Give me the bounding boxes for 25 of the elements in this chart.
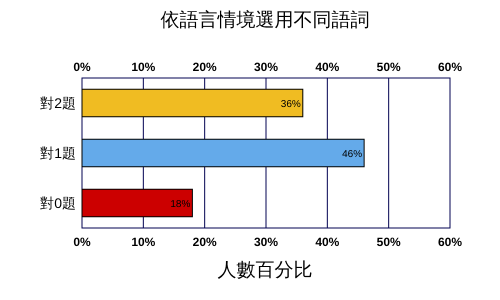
x2-tick-label: 60% — [438, 235, 462, 249]
data-label: 46% — [342, 149, 362, 160]
y-tick-label: 對2題 — [40, 95, 76, 111]
data-label: 18% — [170, 199, 191, 210]
x2-tick-label: 0% — [73, 235, 91, 249]
chart-title: 依語言情境選用不同語詞 — [160, 9, 370, 31]
x2-tick-label: 50% — [376, 235, 401, 249]
x-tick-label: 30% — [254, 60, 278, 74]
bar — [82, 88, 304, 118]
y-tick-label: 對0題 — [40, 195, 76, 211]
x-tick-label: 40% — [315, 60, 340, 74]
data-label: 36% — [280, 99, 301, 110]
x-tick-label: 0% — [73, 60, 91, 74]
bar — [82, 188, 193, 218]
x-axis-title: 人數百分比 — [218, 260, 312, 281]
x-tick-label: 50% — [376, 60, 401, 74]
x2-tick-label: 40% — [315, 235, 340, 249]
y-tick-label: 對1題 — [40, 145, 76, 161]
x-tick-label: 10% — [131, 60, 156, 74]
x2-tick-label: 10% — [131, 235, 156, 249]
x2-tick-label: 30% — [254, 235, 278, 249]
x-tick-label: 60% — [438, 60, 462, 74]
x-tick-label: 20% — [192, 60, 217, 74]
x2-tick-label: 20% — [192, 235, 217, 249]
bar — [82, 138, 365, 168]
